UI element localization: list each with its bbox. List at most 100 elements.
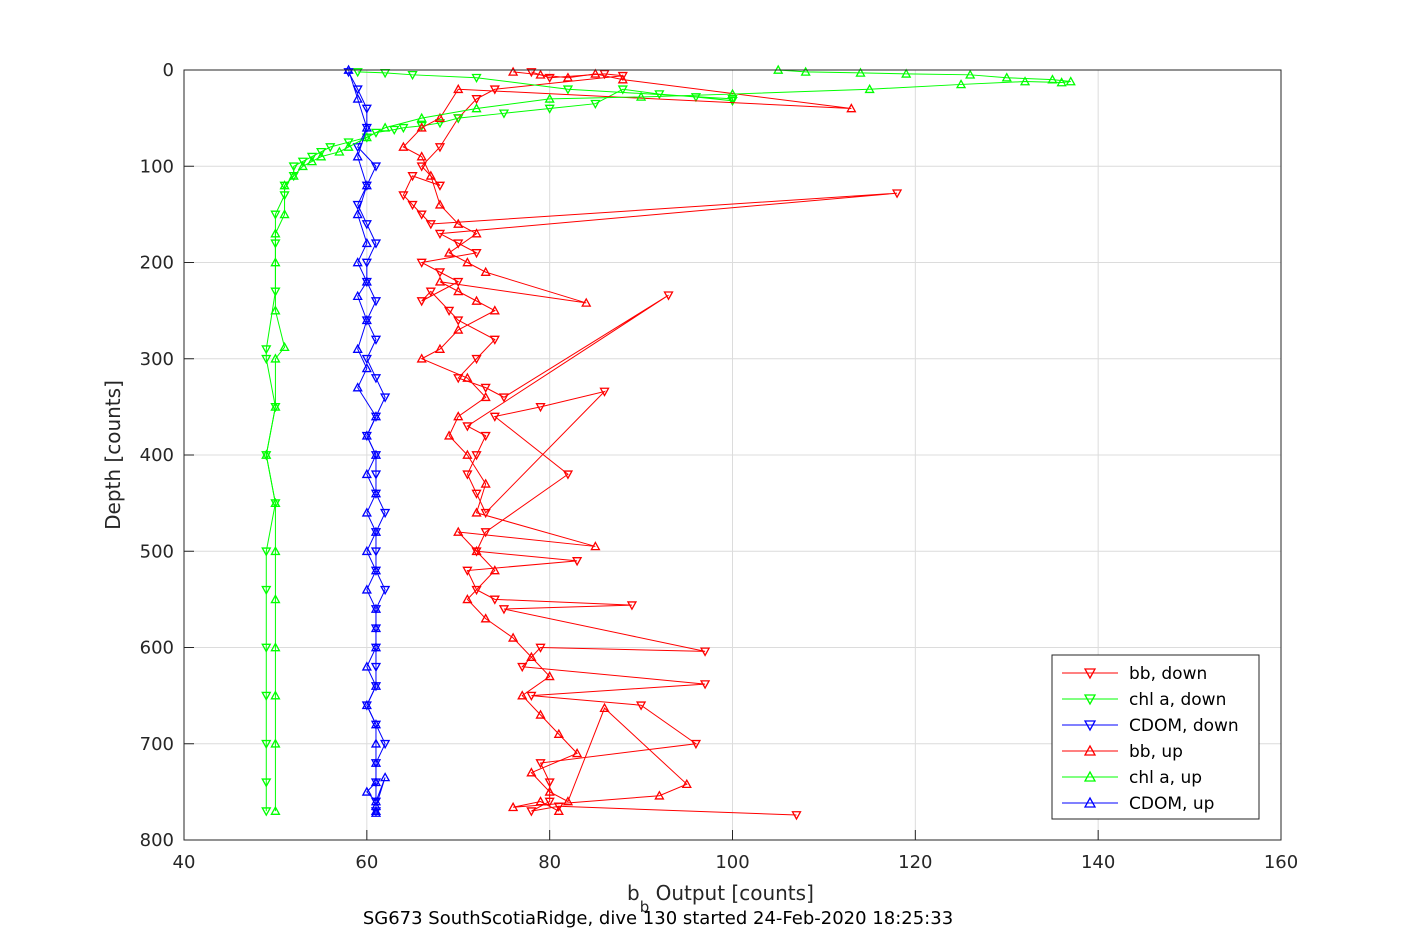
data-point	[370, 449, 382, 459]
data-point	[425, 170, 436, 180]
data-point	[270, 401, 281, 411]
y-axis-label: Depth [counts]	[101, 380, 125, 530]
data-point	[526, 651, 537, 661]
data-point	[526, 767, 537, 777]
x-tick-label: 60	[355, 852, 378, 873]
data-point	[361, 363, 372, 373]
data-point	[480, 266, 491, 276]
data-point	[434, 112, 446, 122]
series-bb-up	[398, 66, 857, 815]
data-point	[361, 699, 372, 710]
data-point	[370, 622, 382, 633]
data-point	[453, 324, 464, 334]
y-tick-label: 600	[140, 638, 174, 659]
data-point	[270, 642, 281, 652]
data-point	[316, 151, 327, 161]
data-point	[553, 802, 564, 812]
data-point	[489, 335, 500, 345]
legend-label: bb, up	[1129, 742, 1183, 762]
data-point	[462, 449, 473, 459]
data-point	[425, 287, 436, 297]
data-point	[517, 662, 528, 673]
data-point	[434, 268, 446, 278]
data-point	[571, 748, 583, 758]
data-point	[507, 632, 519, 642]
data-point	[544, 73, 555, 84]
data-point	[855, 67, 866, 77]
data-point	[544, 671, 555, 681]
x-tick-label: 40	[173, 852, 196, 873]
data-point	[398, 141, 409, 151]
data-point	[270, 497, 281, 507]
data-point	[416, 112, 427, 122]
data-point	[489, 85, 500, 95]
series-chl-a-up	[261, 64, 1076, 815]
data-point	[306, 152, 318, 162]
data-point	[370, 642, 382, 652]
data-point	[361, 104, 372, 114]
data-point	[955, 79, 967, 89]
series-cdom-up	[343, 64, 391, 817]
tick-layer: 40 60 80 100 120 140 160 0 100 200 300 400 500 600 700…	[140, 60, 1299, 873]
data-point	[690, 93, 702, 103]
data-point	[370, 776, 382, 787]
legend-label: chl a, up	[1129, 768, 1202, 788]
data-point	[352, 200, 363, 211]
data-point	[380, 585, 391, 596]
data-point	[361, 430, 372, 440]
data-point	[370, 738, 382, 748]
data-point	[681, 778, 692, 789]
data-point	[846, 103, 857, 113]
data-point	[270, 305, 281, 315]
data-point	[398, 123, 409, 134]
data-layer	[261, 64, 1076, 821]
data-point	[334, 146, 345, 156]
data-point	[453, 239, 464, 249]
y-tick-label: 100	[140, 156, 174, 177]
data-point	[279, 180, 290, 190]
data-point	[507, 66, 519, 76]
data-point	[471, 103, 482, 113]
data-point	[590, 99, 601, 110]
data-point	[370, 335, 382, 345]
data-point	[352, 382, 363, 392]
legend-marker	[1083, 744, 1097, 756]
data-point	[489, 565, 500, 575]
data-point	[471, 354, 482, 365]
data-point	[571, 557, 583, 567]
x-tick-label: 120	[898, 852, 932, 873]
data-point	[480, 431, 491, 442]
data-point	[380, 739, 391, 750]
x-tick-label: 100	[715, 852, 749, 873]
y-tick-label: 0	[163, 60, 174, 81]
data-point	[261, 547, 272, 557]
data-point	[535, 759, 546, 769]
y-tick-label: 800	[140, 830, 174, 851]
data-point	[617, 74, 628, 84]
data-point	[361, 661, 372, 671]
data-point	[370, 680, 382, 690]
data-point	[471, 228, 482, 238]
data-point	[270, 353, 281, 363]
data-point	[462, 594, 473, 604]
data-point	[489, 305, 500, 315]
data-point	[599, 702, 610, 712]
data-point	[1065, 76, 1076, 86]
data-point	[343, 68, 354, 78]
data-point	[462, 470, 473, 480]
data-point	[416, 258, 427, 268]
data-point	[261, 739, 272, 750]
data-point	[270, 257, 281, 267]
data-point	[498, 605, 510, 615]
data-point	[965, 69, 976, 79]
data-point	[370, 162, 382, 172]
legend-item: chl a, up	[1062, 768, 1202, 788]
data-point	[791, 811, 802, 821]
data-point	[434, 119, 446, 129]
data-point	[370, 796, 382, 806]
series-line	[348, 69, 386, 814]
data-point	[407, 70, 418, 81]
data-point	[471, 585, 482, 596]
data-point	[462, 372, 473, 382]
data-point	[535, 403, 546, 413]
